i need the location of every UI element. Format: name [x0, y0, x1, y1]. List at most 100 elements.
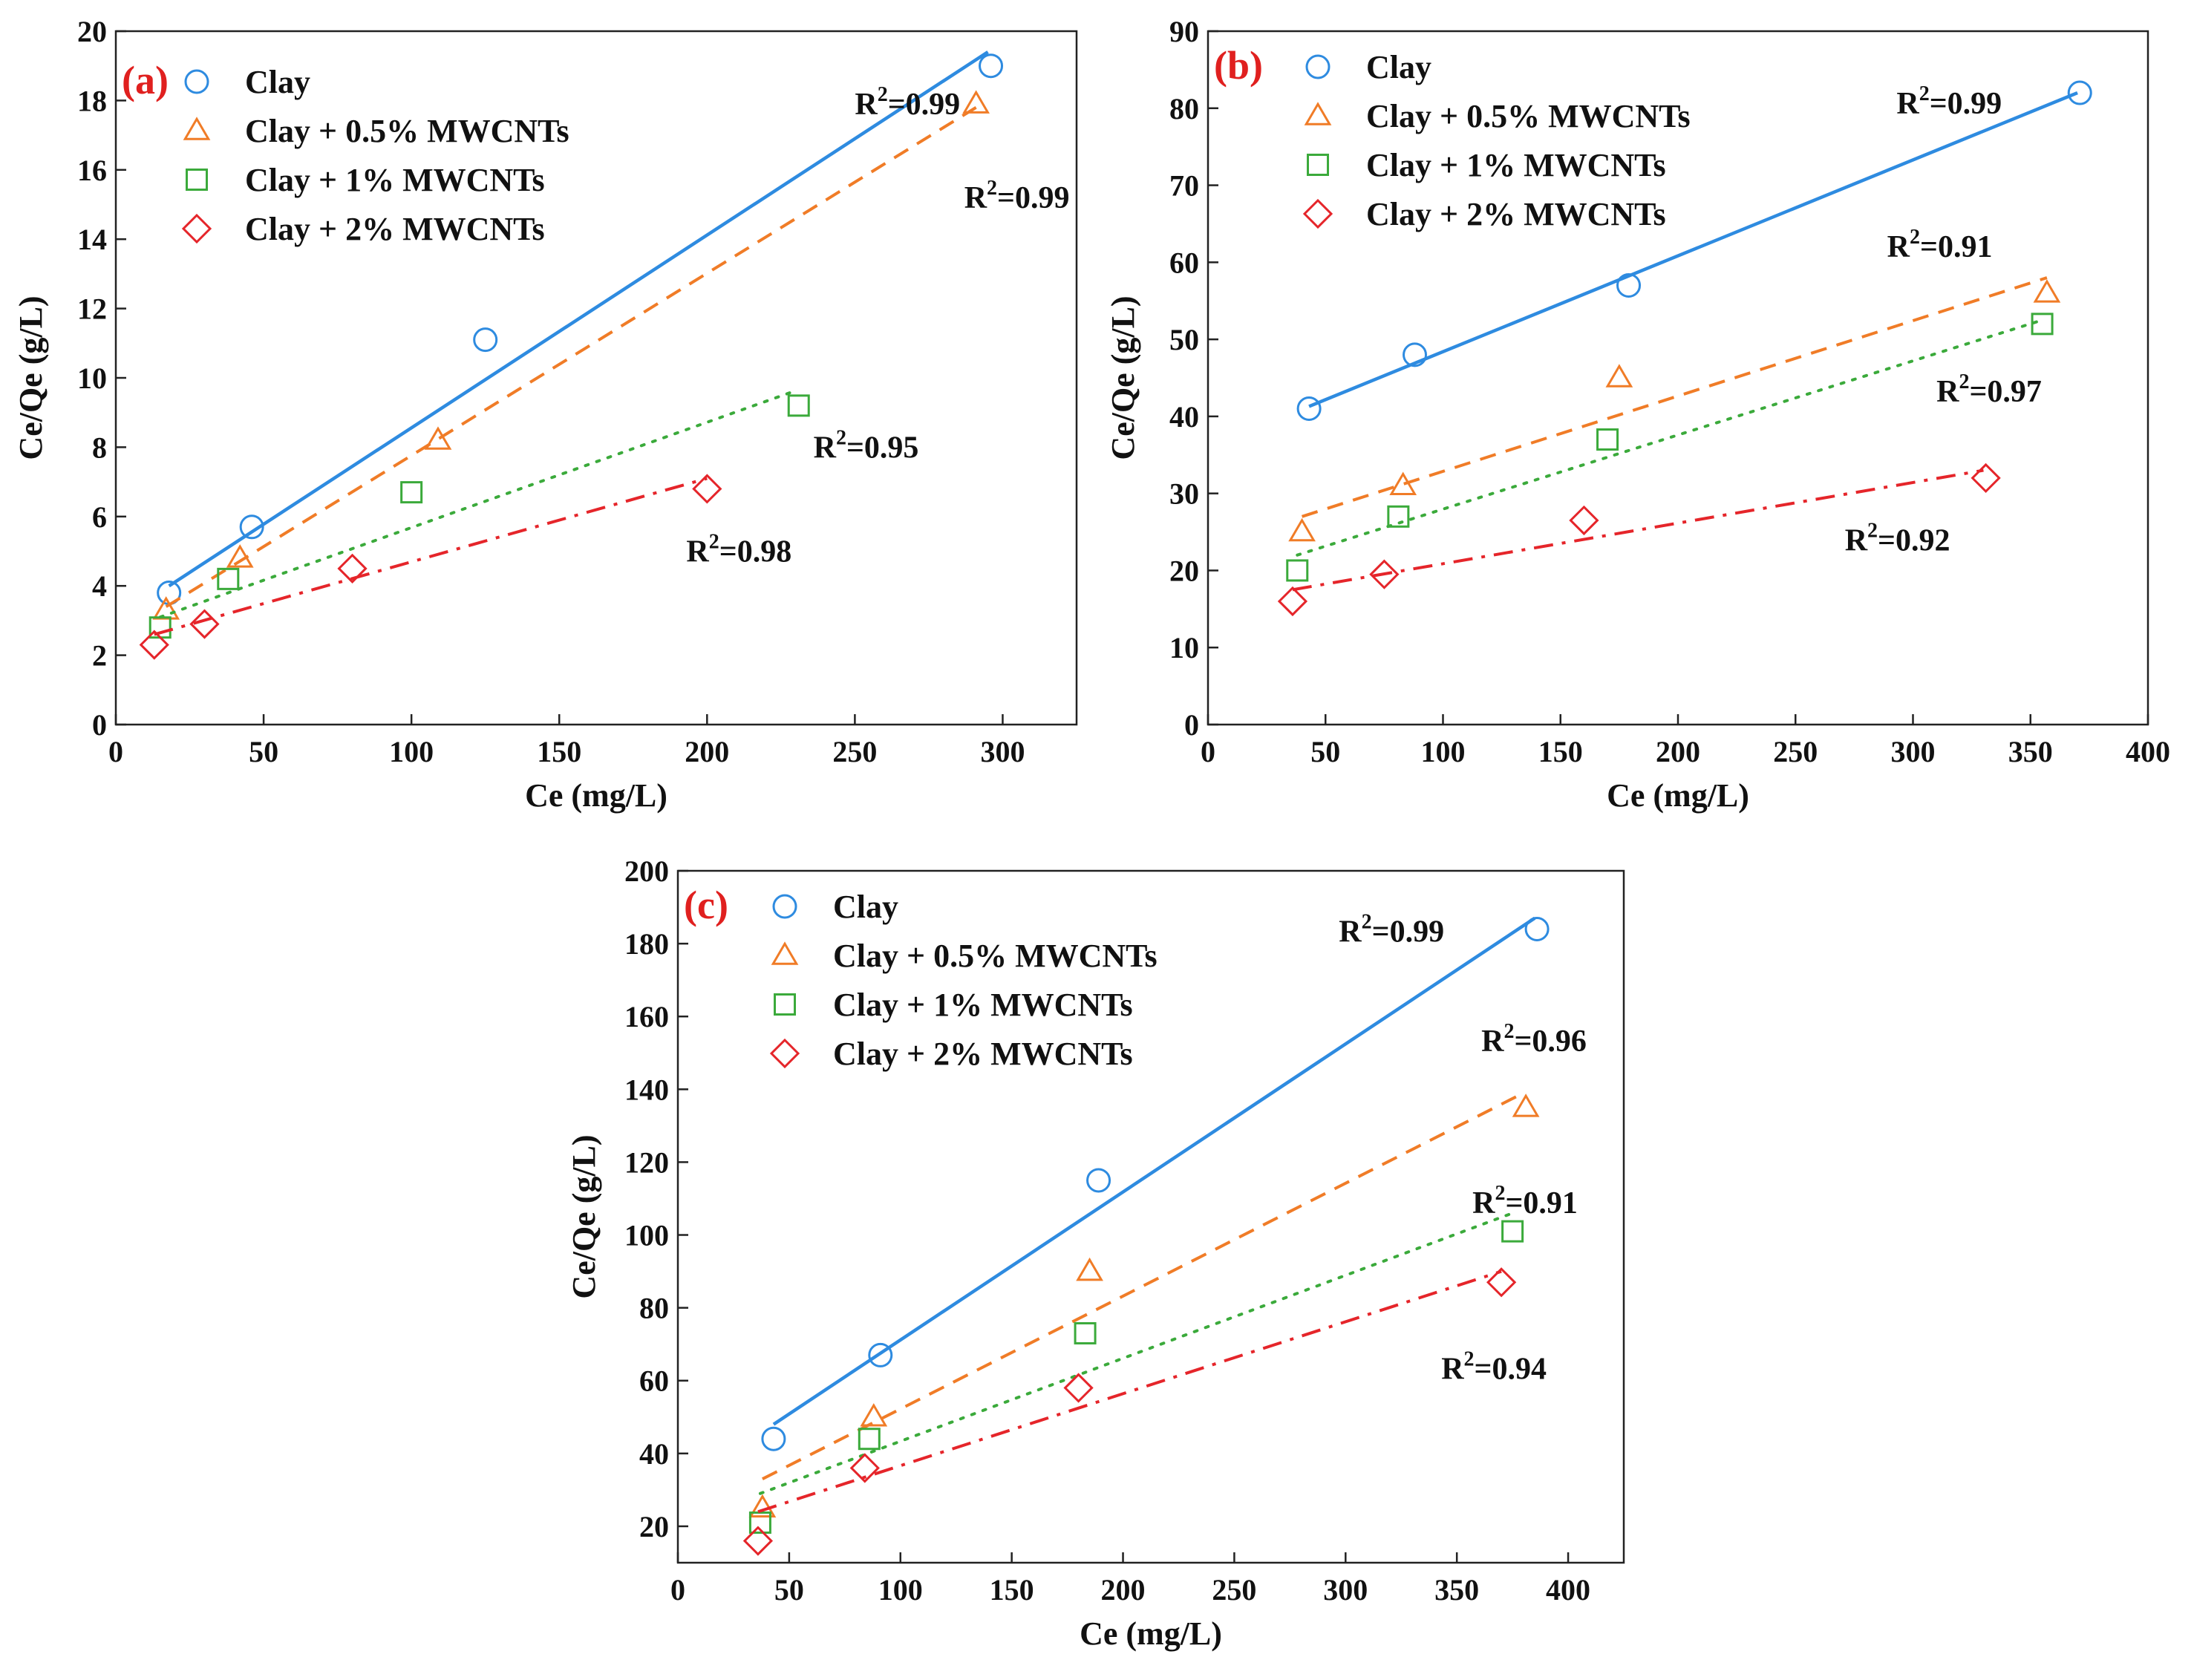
legend-label: Clay [1366, 49, 1431, 85]
data-point [1086, 1168, 1111, 1193]
r2-annotation: R2=0.91 [1472, 1182, 1578, 1220]
y-tick-label: 12 [77, 292, 107, 326]
y-tick-label: 40 [1169, 400, 1199, 434]
data-point [787, 394, 810, 417]
x-tick-label: 50 [249, 735, 278, 768]
legend-marker [1302, 198, 1333, 229]
y-tick-label: 6 [92, 500, 107, 534]
fit-line [762, 1091, 1525, 1480]
r2-annotation: R2=0.97 [1936, 370, 2042, 409]
legend-label: Clay + 2% MWCNTs [245, 211, 545, 247]
data-point [1063, 1373, 1094, 1403]
data-point [1389, 471, 1417, 496]
x-tick-label: 300 [1891, 735, 1936, 768]
x-tick-label: 300 [1323, 1573, 1368, 1607]
r2-annotation: R2=0.99 [1896, 82, 2002, 121]
legend-marker [181, 213, 212, 244]
data-point [748, 1511, 771, 1534]
x-tick-label: 50 [774, 1573, 804, 1607]
y-tick-label: 0 [1184, 708, 1199, 742]
legend-marker [1307, 154, 1329, 176]
x-tick-label: 100 [389, 735, 434, 768]
legend-marker [183, 117, 211, 140]
data-point [1286, 559, 1309, 582]
data-point [473, 327, 498, 353]
data-point [400, 481, 423, 504]
y-tick-label: 60 [639, 1364, 669, 1398]
r2-annotation: R2=0.94 [1441, 1347, 1547, 1386]
y-tick-label: 180 [624, 927, 669, 961]
x-tick-label: 0 [1201, 735, 1215, 768]
x-axis-label: Ce (mg/L) [1080, 1615, 1222, 1652]
data-point [1616, 272, 1642, 298]
data-point [226, 544, 254, 568]
data-point [1074, 1321, 1097, 1344]
panel-a: 0 50 100 150 200 250 300 0 2 4 6 8 10 12 14 16 18 20 Ce (m… [13, 15, 1078, 814]
panel-label: (b) [1214, 43, 1263, 88]
fit-line [758, 1212, 1515, 1495]
x-axis-label: Ce (mg/L) [1607, 777, 1749, 814]
data-point [424, 426, 452, 450]
data-point [1501, 1220, 1524, 1243]
y-axis-label: Ce/Qe (g/L) [13, 295, 49, 460]
data-point [337, 553, 368, 584]
data-point [1596, 428, 1619, 451]
panel-b: 0 50 100 150 200 250 300 350 400 0 10 20 30 40 50 60 70 8… [1105, 15, 2170, 814]
panel-c: 0 50 100 150 200 250 300 350 400 20 40 60 80 100 120 14… [566, 854, 1625, 1652]
y-tick-label: 30 [1169, 477, 1199, 511]
r2-annotation: R2=0.98 [686, 531, 791, 569]
legend-label: Clay + 1% MWCNTs [1366, 147, 1666, 183]
data-point [849, 1453, 880, 1483]
data-point [1387, 505, 1410, 528]
fit-line [772, 916, 1536, 1426]
data-point [1512, 1094, 1540, 1117]
legend-label: Clay + 0.5% MWCNTs [833, 938, 1158, 974]
y-tick-label: 20 [77, 15, 107, 48]
y-tick-label: 200 [624, 854, 669, 888]
data-point [860, 1403, 888, 1427]
r2-annotation: R2=0.96 [1481, 1020, 1587, 1059]
data-point [1971, 463, 2001, 494]
y-tick-label: 16 [77, 154, 107, 187]
x-tick-label: 300 [980, 735, 1025, 768]
data-point [962, 90, 990, 114]
fit-line [1292, 468, 1984, 592]
y-tick-label: 20 [1169, 554, 1199, 587]
data-point [139, 630, 169, 660]
x-tick-label: 400 [1546, 1573, 1590, 1607]
y-tick-label: 8 [92, 431, 107, 464]
fit-line [1308, 91, 2078, 408]
y-tick-label: 10 [1169, 631, 1199, 664]
data-point [761, 1426, 786, 1451]
y-tick-label: 18 [77, 84, 107, 117]
data-point [979, 53, 1004, 79]
data-point [2033, 279, 2061, 303]
data-point [1277, 586, 1308, 617]
data-point [1524, 916, 1550, 941]
fit-line [168, 50, 989, 588]
x-tick-label: 200 [685, 735, 729, 768]
fit-line [154, 477, 708, 636]
data-point [742, 1526, 774, 1556]
data-point [239, 514, 264, 540]
data-point [1486, 1267, 1517, 1298]
data-point [1403, 342, 1428, 367]
r2-annotation: R2=0.99 [855, 83, 960, 122]
legend-marker [1305, 54, 1331, 79]
legend-label: Clay + 2% MWCNTs [1366, 196, 1666, 232]
fit-line [1296, 318, 2044, 557]
legend-label: Clay [833, 889, 898, 925]
data-point [868, 1342, 893, 1367]
legend-label: Clay + 0.5% MWCNTs [245, 113, 569, 149]
y-tick-label: 90 [1169, 15, 1199, 48]
y-axis-label: Ce/Qe (g/L) [566, 1134, 602, 1298]
y-tick-label: 70 [1169, 169, 1199, 203]
y-tick-label: 14 [77, 223, 107, 256]
data-point [1296, 396, 1322, 422]
legend-label: Clay + 2% MWCNTs [833, 1036, 1133, 1072]
data-point [1076, 1257, 1103, 1281]
legend-label: Clay + 1% MWCNTs [245, 162, 545, 198]
y-tick-label: 140 [624, 1073, 669, 1106]
data-point [1605, 364, 1633, 388]
